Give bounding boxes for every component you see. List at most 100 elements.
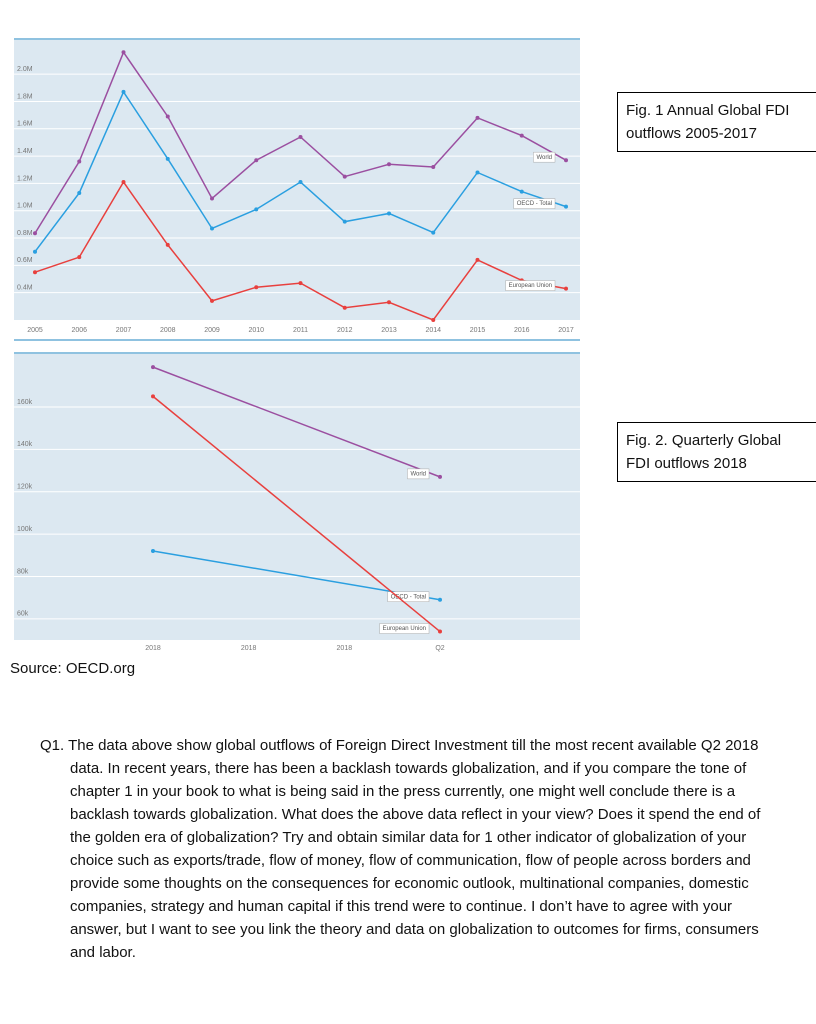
point [387, 162, 391, 167]
y-tick-label: 0.8M [17, 230, 33, 237]
point [438, 629, 442, 634]
x-tick-label: 2005 [27, 327, 43, 334]
point [342, 219, 347, 224]
x-tick-label: 2006 [71, 327, 87, 334]
y-tick-label: 60k [17, 611, 29, 618]
x-tick-label: 2018 [337, 645, 353, 652]
point [387, 211, 391, 216]
point [431, 230, 436, 235]
label-box [407, 468, 430, 480]
series-line [152, 366, 441, 478]
x-tick-label: 2011 [293, 327, 308, 334]
point [121, 180, 126, 185]
point [151, 365, 155, 370]
point [564, 158, 568, 163]
series-label: European Union [505, 280, 556, 291]
point [165, 242, 170, 247]
point [519, 189, 524, 194]
y-tick-label: 140k [17, 441, 33, 448]
point [33, 249, 37, 254]
x-tick-label: 2018 [145, 645, 161, 652]
point [121, 50, 126, 55]
point [438, 597, 442, 602]
point [77, 255, 82, 260]
series-label: World [533, 151, 556, 163]
point [254, 207, 259, 212]
point [210, 226, 214, 231]
label-box [513, 198, 556, 209]
y-tick-label: 160k [17, 399, 33, 406]
y-tick-label: 0.6M [17, 257, 33, 264]
point [475, 257, 480, 262]
point [298, 281, 303, 286]
point [342, 305, 347, 310]
y-tick-label: 1.2M [17, 175, 33, 182]
point [342, 174, 347, 179]
y-tick-label: 1.6M [17, 121, 33, 128]
x-tick-label: 2016 [514, 327, 530, 334]
point [298, 180, 303, 185]
series-label: OECD - Total [387, 591, 430, 602]
x-tick-label: 2015 [470, 327, 486, 334]
point [210, 298, 214, 303]
series-name: European Union [509, 283, 552, 289]
x-tick-label: 2010 [248, 327, 264, 334]
y-tick-label: 0.4M [17, 285, 33, 292]
label-box [505, 280, 556, 291]
series-name: OECD - Total [517, 201, 552, 207]
source: Source: OECD.org [10, 660, 136, 677]
x-tick-label: 2009 [204, 327, 220, 334]
series-label: OECD - Total [513, 198, 556, 209]
x-tick-label: 2013 [381, 327, 397, 334]
point [151, 394, 155, 399]
plot-background [14, 40, 580, 320]
caption: Fig. 1 Annual Global FDI outflows 2005-2… [617, 92, 816, 152]
label-box [379, 623, 430, 634]
point [254, 158, 259, 163]
point [77, 159, 82, 164]
point [519, 133, 524, 138]
point [33, 231, 37, 236]
point [475, 170, 480, 175]
point [431, 318, 436, 322]
point [77, 190, 82, 195]
point [33, 270, 37, 275]
x-tick-label: 2007 [116, 327, 132, 334]
x-tick-label: 2012 [337, 327, 353, 334]
x-tick-label: 2008 [160, 327, 176, 334]
point [165, 156, 170, 161]
y-tick-label: 100k [17, 526, 33, 533]
series-line [152, 395, 441, 633]
point [475, 115, 480, 120]
question: Q1. The data above show global outflows … [40, 737, 761, 961]
series-name: World [410, 471, 426, 477]
point [165, 114, 170, 119]
label-box [387, 591, 430, 602]
x-tick-label: 2018 [241, 645, 257, 652]
x-tick-label: 2014 [425, 327, 441, 334]
y-tick-label: 1.8M [17, 93, 33, 100]
point [298, 134, 303, 139]
y-tick-label: 1.4M [17, 148, 33, 155]
plot-background [14, 354, 580, 640]
y-tick-label: 120k [17, 484, 33, 491]
point [387, 300, 391, 305]
point [151, 549, 155, 554]
y-tick-label: 80k [17, 568, 29, 575]
point [431, 165, 436, 170]
point [254, 285, 259, 290]
x-tick-label: 2017 [558, 327, 574, 334]
label-box [533, 151, 556, 163]
point [564, 286, 568, 291]
series-name: OECD - Total [391, 594, 426, 600]
caption: Fig. 2. Quarterly Global FDI outflows 20… [617, 422, 816, 482]
series-label: World [407, 468, 430, 480]
point [121, 89, 126, 94]
series-name: European Union [383, 626, 426, 632]
y-tick-label: 1.0M [17, 203, 33, 210]
y-tick-label: 2.0M [17, 66, 33, 73]
point [438, 474, 442, 479]
point [564, 204, 568, 209]
series-label: European Union [379, 623, 430, 634]
